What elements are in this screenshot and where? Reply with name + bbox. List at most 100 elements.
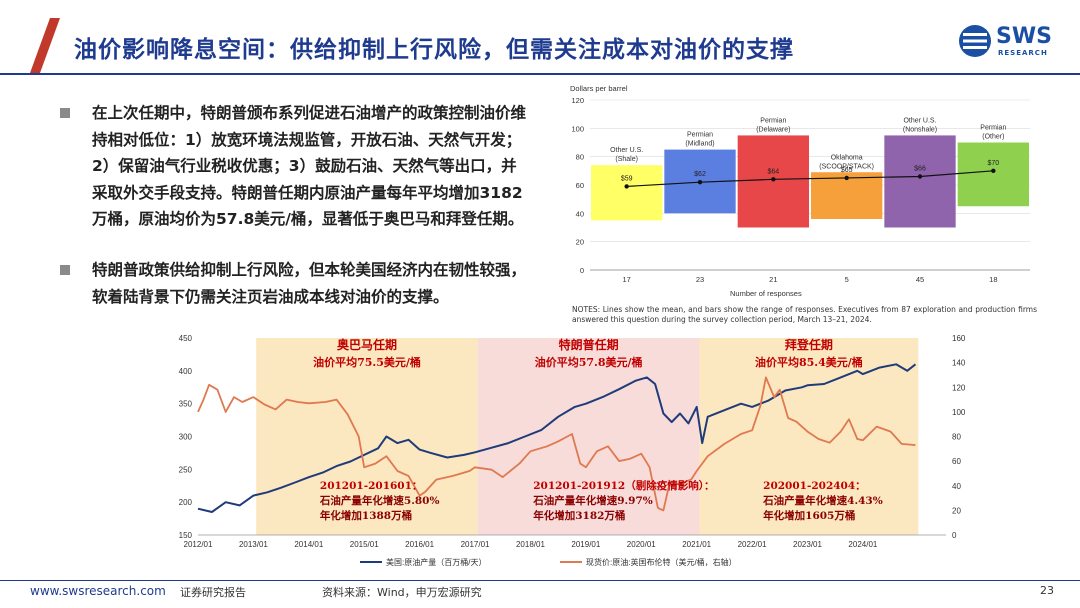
footer-report-type: 证券研究报告 bbox=[180, 586, 246, 599]
right-y-tick-label: 160 bbox=[952, 334, 966, 343]
series-line bbox=[197, 363, 917, 513]
title-banner bbox=[30, 18, 60, 73]
bullet-square-icon bbox=[60, 108, 70, 118]
period-average-label: 油价平均57.8美元/桶 bbox=[535, 355, 643, 369]
mean-value-label: $70 bbox=[987, 160, 999, 167]
title-accent-bar bbox=[30, 18, 60, 73]
mean-point bbox=[844, 175, 849, 181]
right-y-tick-label: 80 bbox=[952, 433, 961, 442]
sws-logo-icon bbox=[959, 25, 991, 57]
period-average-label: 油价平均75.5美元/桶 bbox=[313, 355, 421, 369]
period-note-line: 201201-201912（剔除疫情影响）： bbox=[533, 479, 714, 492]
category-label: (SCOOP/STACK) bbox=[819, 163, 874, 170]
category-label: (Other) bbox=[982, 134, 1004, 141]
right-y-tick-label: 60 bbox=[952, 457, 961, 466]
breakeven-price-chart: Dollars per barrel 0 20 40 60 80 100 120 Other U… bbox=[570, 84, 1030, 298]
left-y-tick-label: 200 bbox=[179, 498, 193, 507]
right-y-tick-label: 40 bbox=[952, 482, 961, 491]
x-axis-label: Number of responses bbox=[730, 289, 802, 298]
x-tick-label: 2018/01 bbox=[516, 540, 545, 549]
x-tick-label: 2015/01 bbox=[350, 540, 379, 549]
x-tick-label: 2019/01 bbox=[571, 540, 600, 549]
category-label: Oklahoma bbox=[831, 154, 863, 161]
range-bar bbox=[957, 142, 1029, 207]
category-label: (Midland) bbox=[685, 141, 714, 148]
right-y-tick-label: 20 bbox=[952, 506, 961, 515]
responses-tick-label: 45 bbox=[916, 275, 924, 284]
x-tick-label: 2012/01 bbox=[184, 540, 213, 549]
legend-label: 美国:原油产量（百万桶/天） bbox=[386, 557, 486, 567]
category-label: Permian bbox=[760, 117, 786, 124]
range-bar bbox=[591, 165, 663, 221]
y-tick-label: 40 bbox=[576, 209, 584, 218]
left-y-tick-label: 400 bbox=[179, 367, 193, 376]
legend-label: 现货价:原油:英国布伦特（美元/桶，右轴） bbox=[586, 557, 737, 567]
period-title: 特朗普任期 bbox=[559, 337, 619, 352]
footer-source: 资料来源：Wind，申万宏源研究 bbox=[322, 586, 482, 599]
period-note-line: 202001-202404： bbox=[763, 480, 866, 492]
production-price-chart: 150 200 250 300 350 400 450 0 20 40 60 80 100 120 140 1… bbox=[179, 334, 966, 567]
bullet-text: 在上次任期中，特朗普颁布系列促进石油增产的政策控制油价维持相对低位：1）放宽环境… bbox=[92, 104, 527, 228]
left-y-tick-label: 350 bbox=[179, 400, 193, 409]
period-note-line: 年化增加1605万桶 bbox=[763, 509, 855, 522]
mean-line bbox=[626, 170, 994, 188]
left-y-tick-label: 250 bbox=[179, 465, 193, 474]
y-tick-label: 60 bbox=[576, 181, 584, 190]
footer-website-link[interactable]: www.swsresearch.com bbox=[30, 584, 166, 598]
responses-tick-label: 5 bbox=[845, 275, 849, 284]
period-shade bbox=[256, 338, 478, 535]
category-label: (Delaware) bbox=[756, 126, 790, 133]
series-line bbox=[197, 376, 916, 512]
page-title: 油价影响降息空间：供给抑制上行风险，但需关注成本对油价的支撑 bbox=[74, 37, 794, 63]
chart-notes: NOTES: Lines show the mean, and bars sho… bbox=[572, 305, 1037, 324]
mean-value-label: $59 bbox=[621, 175, 633, 182]
period-note-line: 石油产量年化增速4.43% bbox=[762, 494, 883, 507]
responses-tick-label: 18 bbox=[989, 275, 997, 284]
responses-tick-label: 23 bbox=[696, 275, 704, 284]
sws-logo: SWS RESEARCH bbox=[958, 22, 1058, 62]
y-tick-label: 0 bbox=[580, 266, 584, 275]
bullet-item-2: 特朗普政策供给抑制上行风险，但本轮美国经济内在韧性较强，软着陆背景下仍需关注页岩… bbox=[60, 257, 532, 310]
category-label: (Shale) bbox=[615, 156, 638, 163]
header-divider bbox=[0, 73, 1080, 75]
x-tick-label: 2020/01 bbox=[627, 540, 656, 549]
y-tick-label: 120 bbox=[571, 96, 584, 105]
responses-tick-label: 21 bbox=[769, 275, 777, 284]
bullet-text: 特朗普政策供给抑制上行风险，但本轮美国经济内在韧性较强，软着陆背景下仍需关注页岩… bbox=[92, 261, 527, 306]
y-tick-label: 20 bbox=[576, 238, 584, 247]
y-axis-label: Dollars per barrel bbox=[570, 84, 628, 93]
category-label: (Nonshale) bbox=[903, 126, 937, 133]
bullet-item-1: 在上次任期中，特朗普颁布系列促进石油增产的政策控制油价维持相对低位：1）放宽环境… bbox=[60, 100, 532, 233]
left-y-tick-label: 150 bbox=[179, 531, 193, 540]
x-tick-label: 2023/01 bbox=[793, 540, 822, 549]
left-y-tick-label: 450 bbox=[179, 334, 193, 343]
mean-point bbox=[771, 177, 776, 182]
period-note-line: 石油产量年化增速9.97% bbox=[532, 494, 653, 507]
category-label: Permian bbox=[980, 125, 1006, 132]
period-note-line: 年化增加1388万桶 bbox=[320, 509, 412, 522]
period-title: 拜登任期 bbox=[785, 337, 833, 352]
category-label: Other U.S. bbox=[903, 117, 936, 124]
page-number: 23 bbox=[1040, 584, 1054, 597]
logo-text: SWS bbox=[996, 24, 1052, 49]
mean-value-label: $65 bbox=[841, 167, 853, 174]
mean-point bbox=[697, 179, 703, 185]
period-shade bbox=[477, 338, 700, 535]
mean-value-label: $62 bbox=[694, 171, 706, 178]
x-tick-label: 2016/01 bbox=[405, 540, 434, 549]
right-y-tick-label: 0 bbox=[952, 531, 957, 540]
period-note-line: 石油产量年化增速5.80% bbox=[319, 494, 440, 507]
x-tick-label: 2022/01 bbox=[738, 540, 767, 549]
range-bar bbox=[884, 135, 956, 228]
x-tick-label: 2024/01 bbox=[848, 540, 877, 549]
category-label: Other U.S. bbox=[610, 147, 643, 154]
mean-value-label: $66 bbox=[914, 166, 926, 173]
x-tick-label: 2013/01 bbox=[239, 540, 268, 549]
footer-divider bbox=[0, 580, 1080, 581]
right-y-tick-label: 100 bbox=[952, 408, 966, 417]
mean-point bbox=[917, 174, 923, 179]
x-tick-label: 2014/01 bbox=[294, 540, 323, 549]
mean-value-label: $64 bbox=[767, 168, 779, 175]
category-label: Permian bbox=[687, 132, 713, 139]
x-tick-label: 2021/01 bbox=[682, 540, 711, 549]
